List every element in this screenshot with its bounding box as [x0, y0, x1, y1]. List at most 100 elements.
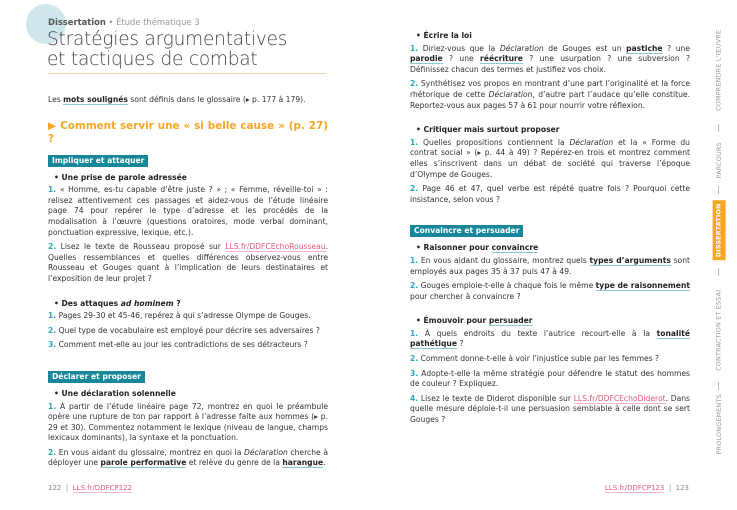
- glossary-term[interactable]: harangue: [282, 458, 324, 469]
- subsection-heading: • Une déclaration solennelle: [54, 388, 176, 398]
- nav-item-dissertation[interactable]: DISSERTATION: [708, 195, 730, 265]
- text: ?: [173, 298, 181, 308]
- nav-label: COMPRENDRE L’ŒUVRE: [714, 29, 723, 111]
- right-column: • Écrire la loi 1. Diriez-vous que la Déc…: [410, 31, 690, 430]
- glossary-term[interactable]: parodie: [410, 54, 443, 65]
- text: de Gouges est un: [543, 43, 627, 53]
- glossary-term[interactable]: types d’arguments: [589, 255, 671, 266]
- text: « Homme, es-tu capable d’être juste ? » …: [48, 185, 328, 237]
- question-item: 3. Adopte-t-elle la même stratégie pour …: [410, 369, 690, 390]
- question-number: 2.: [48, 447, 57, 457]
- question-item: 4. Lisez le texte de Diderot disponible …: [410, 393, 690, 426]
- question-item: 3. Comment met-elle au jour les contradi…: [48, 340, 328, 351]
- text: Une déclaration solennelle: [61, 388, 176, 398]
- glossary-term[interactable]: parole performative: [100, 458, 187, 469]
- question-number: 1.: [48, 311, 57, 321]
- glossary-term[interactable]: pastiche: [626, 43, 663, 54]
- question-number: 3.: [48, 340, 57, 350]
- spacer: [48, 355, 328, 371]
- glossary-term[interactable]: persuader: [488, 316, 533, 327]
- page-link[interactable]: LLS.fr/DDFCP122: [72, 484, 133, 493]
- text: ? une: [442, 54, 481, 64]
- question-number: 1.: [410, 137, 419, 147]
- glossary-note: Les mots soulignés sont définis dans le …: [48, 95, 328, 106]
- text: Une prise de parole adressée: [61, 172, 187, 182]
- question-item: 1. Diriez-vous que la Déclaration de Gou…: [410, 43, 691, 76]
- question-item: 1. En vous aidant du glossaire, montrez …: [410, 255, 690, 277]
- glossary-term[interactable]: type de raisonnement: [595, 281, 690, 292]
- italic-text: ad hominem: [120, 298, 174, 308]
- question-item: 1. À partir de l’étude linéaire page 72,…: [48, 402, 328, 444]
- text: Les: [48, 95, 64, 104]
- section-tag: Convaincre et persuader: [410, 225, 524, 238]
- section-tag: Impliquer et attaquer: [48, 154, 149, 167]
- text: Des attaques: [61, 298, 121, 308]
- spacer: [410, 115, 690, 125]
- question-number: 3.: [410, 368, 419, 378]
- glossary-term[interactable]: tonalité pathétique: [410, 328, 690, 350]
- title-rule: [48, 73, 326, 74]
- glossary-term[interactable]: réécriture: [480, 54, 523, 65]
- text: Comment donne-t-elle à voir l’injustice …: [418, 354, 660, 364]
- question-number: 1.: [410, 43, 419, 53]
- italic-text: Déclaration: [244, 447, 288, 457]
- question-item: 1. « Homme, es-tu capable d’être juste ?…: [48, 185, 328, 238]
- text: Comment met-elle au jour les contradicti…: [56, 340, 308, 350]
- title-line-2: et tactiques de combat: [47, 49, 258, 70]
- text: Quel type de vocabulaire est employé pou…: [56, 325, 320, 335]
- text: Page 46 et 47, quel verbe est répété qua…: [410, 184, 690, 204]
- nav-separator: [718, 124, 719, 132]
- text: ? une usurpation ? une subversion ? Défi…: [410, 54, 690, 74]
- question-item: 1. À quels endroits du texte l’autrice r…: [410, 328, 690, 350]
- subsection-heading: • Critiquer mais surtout proposer: [416, 125, 560, 135]
- nav-label: CONTRACTION ET ESSAI: [714, 289, 723, 371]
- text: ?: [456, 339, 464, 349]
- section-tag: Déclarer et proposer: [48, 370, 145, 383]
- text: Diriez-vous que la: [418, 43, 500, 53]
- spacer: [410, 306, 690, 316]
- question-item: 2. Synthétisez vos propos en montrant d’…: [410, 79, 690, 111]
- question-number: 1.: [410, 255, 419, 265]
- italic-text: Déclaration: [488, 89, 533, 99]
- glossary-term[interactable]: mots soulignés: [63, 95, 128, 105]
- nav-item-contraction-et-essai[interactable]: CONTRACTION ET ESSAI: [708, 275, 730, 385]
- web-link[interactable]: LLS.fr/DDFCEchoDiderot: [573, 393, 666, 404]
- text: et relève du genre de la: [186, 458, 283, 468]
- text: sont employés aux pages 35 à 37 puis 47 …: [410, 255, 690, 276]
- kicker: Dissertation • Étude thématique 3: [48, 17, 200, 27]
- subsection-heading: • Des attaques ad hominem ?: [54, 298, 181, 308]
- question-item: 2. Comment donne-t-elle à voir l’injusti…: [410, 354, 690, 365]
- text: Écrire la loi: [423, 31, 472, 40]
- question-number: 2.: [410, 281, 419, 291]
- question-number: 2.: [410, 79, 419, 89]
- nav-item-parcours[interactable]: PARCOURS: [708, 130, 730, 190]
- text: Gouges emploie-t-elle à chaque fois le m…: [418, 281, 596, 291]
- text: À partir de l’étude linéaire page 72, mo…: [48, 401, 328, 443]
- question-number: 4.: [410, 393, 419, 403]
- question-number: 2.: [48, 325, 57, 335]
- nav-separator: [718, 268, 719, 276]
- nav-item-comprendre-l-œuvre[interactable]: COMPRENDRE L’ŒUVRE: [708, 15, 730, 125]
- question-item: 1. Quelles propositions contiennent la D…: [410, 138, 690, 180]
- text: ? une: [662, 43, 691, 53]
- subsection-heading: • Émouvoir pour persuader: [416, 316, 533, 327]
- spacer: [48, 289, 328, 299]
- italic-text: Déclaration: [569, 137, 614, 147]
- question-number: 2.: [410, 184, 419, 194]
- title-line-1: Stratégies argumentatives: [47, 29, 288, 50]
- web-link[interactable]: LLS.fr/DDFCEchoRousseau: [225, 242, 326, 253]
- glossary-term[interactable]: convaincre: [491, 243, 539, 254]
- text: En vous aidant du glossaire, montrez que…: [418, 255, 590, 265]
- section-label: Dissertation: [48, 17, 106, 27]
- page-link[interactable]: LLS.fr/DDFCP123: [604, 484, 665, 493]
- text: Quelles propositions contiennent la: [418, 137, 570, 147]
- question-number: 1.: [48, 185, 57, 195]
- footer-left: 122 | LLS.fr/DDFCP122: [48, 483, 133, 494]
- nav-item-prolongements[interactable]: PROLONGEMENTS: [708, 388, 730, 460]
- spacer: [410, 209, 690, 225]
- question-number: 2.: [48, 242, 57, 252]
- separator: |: [668, 484, 672, 492]
- separator: |: [65, 484, 69, 492]
- text: Raisonner pour: [423, 243, 492, 253]
- nav-label: PROLONGEMENTS: [714, 393, 723, 455]
